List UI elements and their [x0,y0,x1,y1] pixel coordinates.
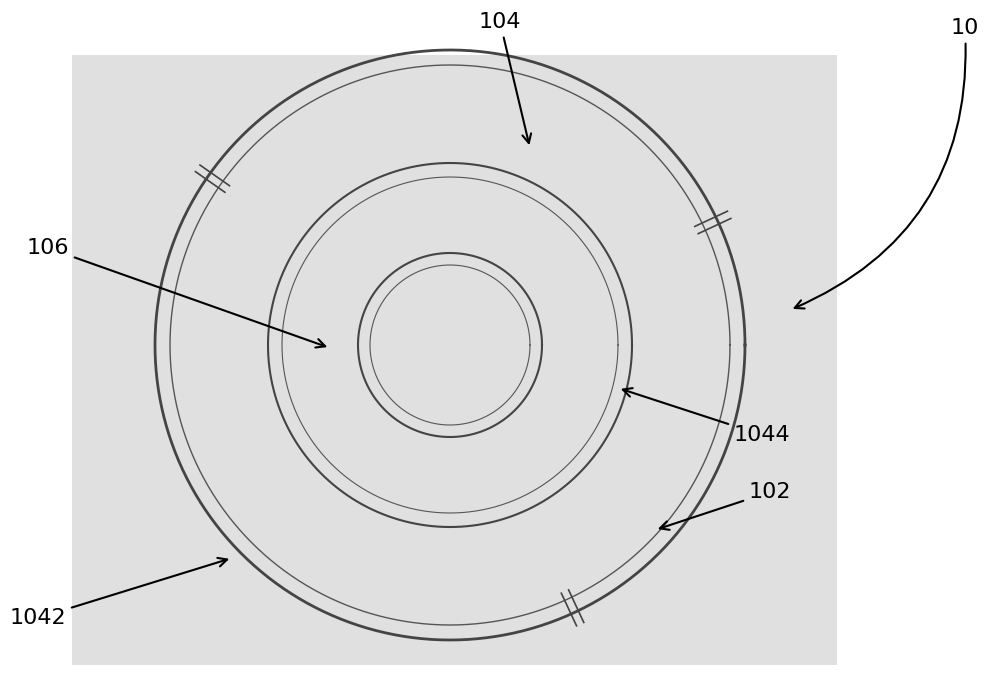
Text: 106: 106 [27,238,325,347]
Text: 1044: 1044 [623,388,790,445]
Text: 10: 10 [795,18,979,308]
Text: 102: 102 [660,482,791,530]
Text: 104: 104 [479,12,531,143]
Bar [72,55,837,665]
Text: 1042: 1042 [10,558,227,628]
